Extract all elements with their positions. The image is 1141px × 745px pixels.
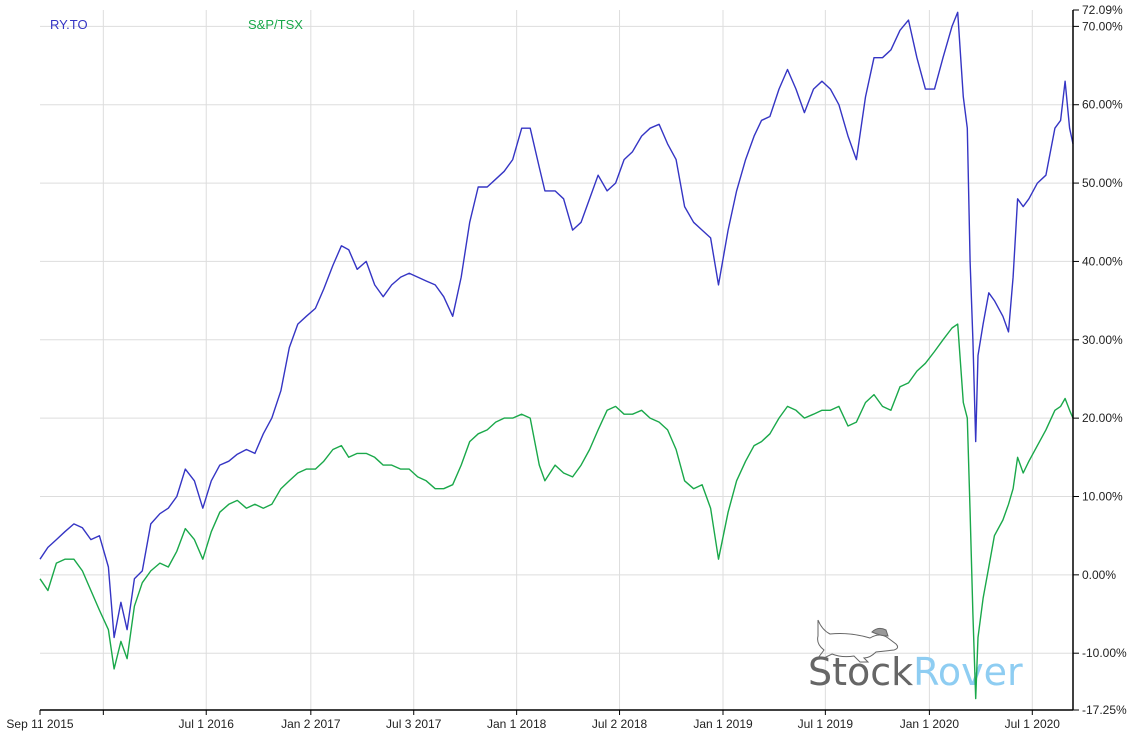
x-tick-label: Jan 1 2020 (900, 717, 960, 731)
legend-item-tsx: S&P/TSX (248, 17, 303, 32)
series-line-sp-tsx (39, 323, 1074, 700)
y-tick-label: 20.00% (1082, 411, 1123, 425)
axes: 72.09% 70.00% 60.00% 50.00% 40.00% 30.00% 20.0… (6, 3, 1127, 731)
watermark-rover: Rover (913, 650, 1023, 694)
x-tick-label: Jul 3 2017 (386, 717, 442, 731)
x-tick-label: Sep 11 2015 (6, 717, 73, 731)
y-tick-label: 72.09% (1082, 3, 1123, 17)
watermark-stock: Stock (808, 650, 913, 694)
x-tick-label: Jul 2 2018 (592, 717, 648, 731)
y-tick-label: 50.00% (1082, 176, 1123, 190)
dog-logo-icon (817, 619, 899, 663)
legend: RY.TO S&P/TSX (50, 17, 303, 32)
watermark-text: StockRover (808, 650, 1023, 694)
y-tick-label: 60.00% (1082, 98, 1123, 112)
x-tick-label: Jan 1 2018 (487, 717, 547, 731)
x-tick-label: Jan 1 2019 (693, 717, 753, 731)
y-tick-label: 30.00% (1082, 333, 1123, 347)
y-tick-label: 70.00% (1082, 19, 1123, 33)
gridlines (40, 10, 1073, 710)
y-tick-label: -10.00% (1082, 646, 1127, 660)
y-tick-label: 40.00% (1082, 254, 1123, 268)
stockrover-watermark: StockRover (808, 619, 1023, 694)
series-line-ry-to (39, 11, 1074, 639)
x-tick-label: Jul 1 2020 (1005, 717, 1061, 731)
x-tick-label: Jul 1 2019 (798, 717, 854, 731)
y-tick-label: 0.00% (1082, 568, 1116, 582)
y-tick-label: -17.25% (1082, 703, 1127, 717)
y-tick-label: 10.00% (1082, 489, 1123, 503)
series-lines (39, 11, 1074, 700)
x-tick-label: Jan 2 2017 (281, 717, 341, 731)
legend-item-ry: RY.TO (50, 17, 88, 32)
x-tick-label: Jul 1 2016 (179, 717, 235, 731)
